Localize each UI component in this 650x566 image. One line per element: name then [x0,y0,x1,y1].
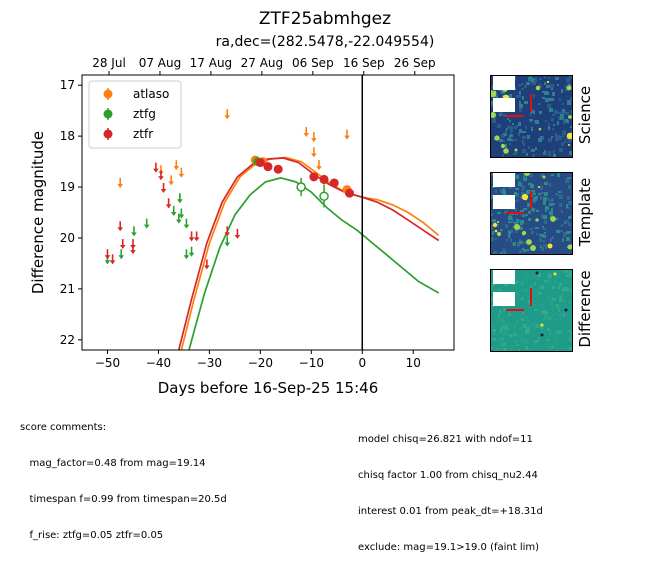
model-comment-line: model chisq=26.821 with ndof=11 [358,434,533,445]
stamp-image [491,173,572,254]
score-comments-right: model chisq=26.821 with ndof=11 chisq fa… [358,410,543,566]
upper-limit-ztfg [177,193,183,204]
upper-limit-ztfr [234,228,241,239]
stamp-label-difference: Difference [576,270,594,348]
score-comment-line: timespan f=0.99 from timespan=20.5d [20,494,227,505]
y-axis-label: Difference magnitude [29,131,47,294]
upper-limit-ztfr [104,249,111,260]
top-tick-label: 16 Sep [343,56,385,70]
legend-item-ztfr: ztfr [103,127,153,141]
open-point-ztfg [319,185,329,208]
upper-limit-ztfg [188,246,195,257]
plot-frame [81,74,455,351]
upper-limit-ztfg [143,218,150,229]
upper-limit-atlaso [311,132,317,143]
top-tick-label: 27 Aug [241,56,284,70]
upper-limit-ztfg [170,205,177,216]
upper-limit-ztfr [160,183,167,194]
top-tick-label: 17 Aug [190,56,233,70]
upper-limit-atlaso [303,127,310,138]
upper-limit-ztfg [131,226,137,237]
stamp-image [491,76,572,157]
x-tick-label: −40 [146,356,171,370]
stamp-label-science: Science [576,85,594,145]
upper-limit-ztfg [183,218,190,229]
upper-limit-ztfg [118,249,125,260]
upper-limit-ztfg [224,236,231,247]
upper-limit-ztfr [109,254,116,265]
model-curve-ztfg [188,177,440,350]
detection-ztfr [309,172,319,182]
x-tick-label: −50 [95,356,120,370]
open-point-ztfg [296,177,306,197]
score-comment-line: score comments: [20,422,107,433]
legend-label: ztfg [133,107,156,121]
detection-ztfr [273,164,283,174]
legend-label: ztfr [133,127,153,141]
y-tick-label: 20 [60,231,75,245]
top-tick-label: 26 Sep [394,56,436,70]
chart-subtitle: ra,dec=(282.5478,-22.049554) [215,34,435,50]
light-curve-chart: −50 −40 −30 −20 −10 0 10 17 18 19 20 21 22 28 Jul 07 A… [29,56,455,397]
upper-limit-ztfr [204,259,210,270]
stamp-template [490,172,573,255]
upper-limit-atlaso [173,160,180,171]
top-tick-label: 06 Sep [292,56,334,70]
stamp-difference [490,269,573,352]
upper-limit-ztfr [224,226,231,237]
y-tick-label: 21 [60,282,75,296]
upper-limit-atlaso [311,147,317,158]
detection-ztfr [345,188,355,198]
top-tick-label: 07 Aug [139,56,182,70]
legend-item-atlaso: atlaso [103,87,169,101]
legend-item-ztfg: ztfg [103,107,156,121]
score-comments-left: score comments: mag_factor=0.48 from mag… [20,398,227,554]
y-tick-label: 18 [60,129,75,143]
detection-ztfr [263,162,273,172]
x-tick-label: −20 [248,356,273,370]
model-curve-atlaso [180,156,440,350]
upper-limit-atlaso [168,175,174,186]
upper-limit-ztfr [153,162,159,173]
legend: atlaso ztfg ztfr [88,80,182,149]
stamp-label-template: Template [576,177,594,247]
score-comment-line: f_rise: ztfg=0.05 ztfr=0.05 [20,530,164,541]
x-tick-label: 10 [406,356,421,370]
stamp-image [491,270,572,351]
upper-limit-atlaso [316,160,322,171]
model-comment-line: chisq factor 1.00 from chisq_nu2.44 [358,470,538,481]
score-comment-line: mag_factor=0.48 from mag=19.14 [20,458,206,469]
x-tick-label: 0 [358,356,366,370]
x-tick-label: −30 [197,356,222,370]
detection-ztfr [329,178,339,188]
y-tick-label: 22 [60,333,75,347]
upper-limit-atlaso [117,177,124,188]
upper-limit-ztfr [117,221,124,232]
upper-limit-ztfr [165,198,172,209]
upper-limit-atlaso [344,129,350,140]
chart-title: ZTF25abmhgez [258,9,392,29]
model-comment-line: exclude: mag=19.1>19.0 (faint lim) [358,542,540,553]
upper-limit-atlaso [224,109,231,120]
upper-limit-ztfr [130,244,136,255]
x-tick-label: −10 [299,356,324,370]
upper-limit-ztfr [119,239,126,250]
model-curve-ztfr [177,157,440,350]
upper-limit-ztfr [193,231,200,242]
upper-limit-ztfg [183,249,190,260]
legend-label: atlaso [133,87,169,101]
detection-ztfr [319,174,329,184]
plot-area [104,75,440,350]
x-axis-label: Days before 16-Sep-25 15:46 [158,379,379,397]
upper-limit-ztfr [188,231,195,242]
upper-limit-atlaso [178,167,185,178]
upper-limit-ztfg [178,208,185,219]
model-comment-line: interest 0.01 from peak_dt=+18.31d [358,506,543,517]
y-tick-label: 19 [60,180,75,194]
top-tick-label: 28 Jul [92,56,126,70]
y-tick-label: 17 [60,78,75,92]
stamp-science [490,75,573,158]
upper-limit-ztfr [158,170,164,181]
detection-ztfr [255,158,265,168]
